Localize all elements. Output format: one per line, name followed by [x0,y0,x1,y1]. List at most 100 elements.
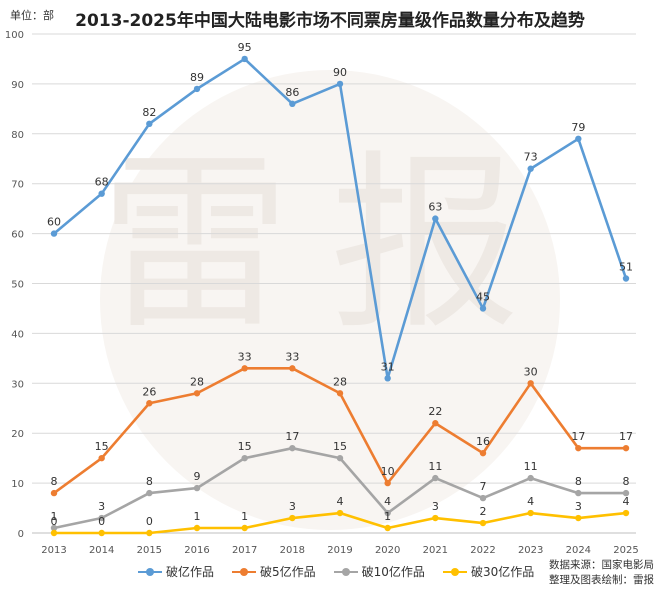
data-label: 95 [238,41,252,54]
x-tick-label: 2013 [41,545,66,556]
data-point [336,454,344,462]
data-point [146,400,153,407]
data-point [193,390,201,397]
data-point [336,390,344,397]
data-label: 79 [571,121,585,134]
data-label: 15 [238,440,252,453]
y-tick-label: 10 [11,479,24,490]
data-point [384,375,391,382]
x-tick-label: 2021 [423,545,448,556]
data-label: 4 [623,495,630,508]
y-tick-label: 90 [11,80,24,91]
data-label: 8 [51,475,58,488]
data-point [241,365,248,372]
data-label: 1 [51,510,58,523]
data-point [193,524,201,532]
data-point [575,489,582,497]
source-line-2: 整理及图表绘制：雷报 [549,574,654,586]
data-label: 86 [285,86,299,99]
data-point [98,190,105,197]
data-label: 3 [289,500,296,513]
data-label: 11 [428,460,442,473]
x-tick-label: 2017 [232,545,257,556]
data-point [622,509,630,517]
data-label: 90 [333,66,347,79]
data-point [575,514,582,522]
unit-label: 单位：部 [10,9,54,22]
x-tick-label: 2023 [518,545,543,556]
y-tick-label: 30 [11,379,24,390]
data-label: 30 [524,365,538,378]
data-point [432,514,439,522]
data-point [527,380,534,387]
legend-item-2: 破5亿作品 [232,563,316,580]
legend-swatch-1 [138,567,162,577]
legend-label-2: 破5亿作品 [260,565,316,579]
data-label: 2 [480,505,487,518]
data-point [479,449,487,457]
legend-item-4: 破30亿作品 [442,563,535,580]
data-label: 0 [146,515,153,528]
data-point [289,444,296,452]
data-point [336,509,344,517]
data-label: 0 [98,515,105,528]
data-point [289,514,296,522]
data-point [50,524,58,532]
data-point [289,100,296,108]
series-line-1 [53,57,628,380]
data-label: 17 [619,430,633,443]
data-point [98,514,105,522]
legend-label-1: 破亿作品 [166,565,215,579]
data-label: 28 [190,375,204,388]
data-point [479,519,487,527]
x-tick-label: 2020 [375,545,400,556]
data-label: 60 [47,216,61,229]
data-point [622,489,630,497]
data-point [98,529,105,537]
legend-item-1: 破亿作品 [138,563,214,580]
data-point [146,120,153,128]
data-point [384,509,391,517]
data-point [527,509,534,517]
data-label: 1 [384,510,391,523]
data-point [98,454,105,462]
data-point [622,444,630,452]
data-label: 68 [95,176,109,189]
x-tick-label: 2024 [566,545,591,556]
x-tick-label: 2018 [280,545,305,556]
legend-item-3: 破10亿作品 [333,563,425,580]
data-label: 0 [51,515,58,528]
data-label: 17 [285,430,299,443]
legend-swatch-2 [232,567,257,577]
x-tick-label: 2014 [89,545,114,556]
data-label: 17 [571,430,585,443]
data-point [527,474,534,482]
data-label: 3 [575,500,582,513]
data-label: 73 [524,151,538,164]
y-tick-label: 60 [11,230,24,241]
data-label: 8 [575,475,582,488]
data-point [289,365,296,372]
y-tick-label: 40 [11,329,24,340]
data-label: 8 [623,475,630,488]
legend-swatch-4 [442,567,467,577]
data-point [50,230,58,237]
y-tick-label: 0 [18,529,24,540]
data-label: 4 [527,495,534,508]
data-point [479,305,487,312]
data-label: 51 [619,261,633,274]
data-label: 89 [190,71,204,84]
legend-label-4: 破30亿作品 [470,565,535,579]
data-point [193,85,201,93]
data-point [146,489,153,497]
legend: 破亿作品 破5亿作品 破10亿作品 破30亿作品 [138,563,534,580]
data-label: 9 [194,470,201,483]
data-label: 22 [428,405,442,418]
x-tick-label: 2025 [613,545,638,556]
data-label: 45 [476,290,490,303]
legend-swatch-3 [333,567,358,577]
data-point [50,489,58,497]
data-point [432,215,439,222]
data-label: 15 [333,440,347,453]
